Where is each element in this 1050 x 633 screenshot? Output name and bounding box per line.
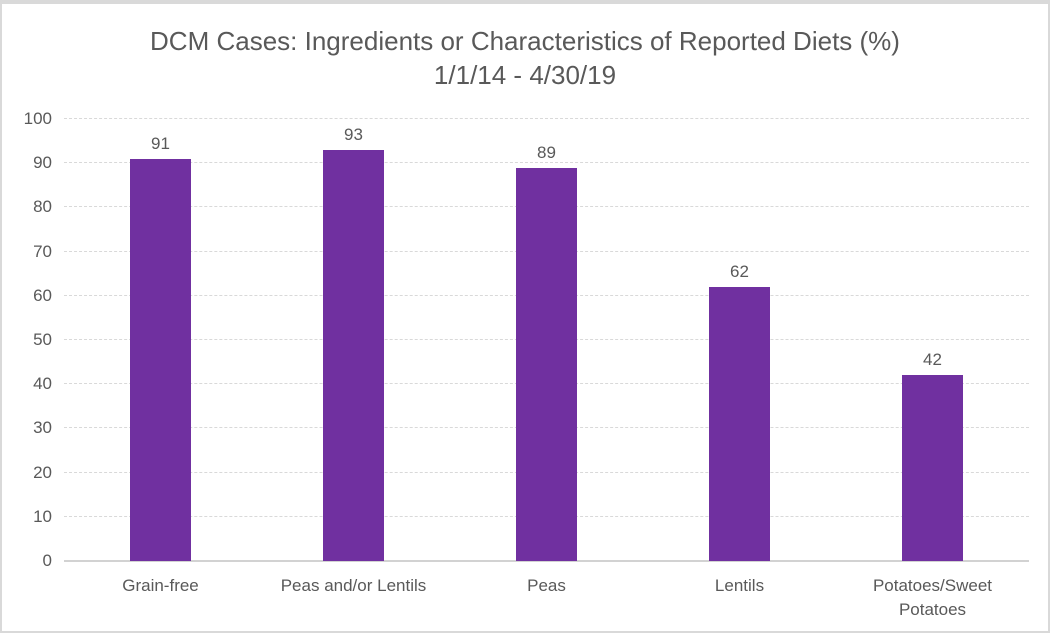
bar-value-label: 89 [537, 142, 556, 162]
y-tick-label: 10 [33, 506, 52, 526]
y-tick-label: 50 [33, 330, 52, 349]
bar [902, 375, 963, 561]
gridline [64, 118, 1029, 119]
chart-title-block: DCM Cases: Ingredients or Characteristic… [2, 24, 1048, 92]
y-tick-label: 40 [33, 374, 52, 394]
bar [709, 286, 770, 561]
bar-value-label: 62 [730, 261, 749, 281]
y-tick-label: 80 [33, 197, 52, 217]
y-tick-label: 60 [33, 285, 52, 305]
bar-value-label: 93 [344, 124, 363, 144]
bar-value-label: 42 [923, 350, 942, 370]
x-category-label: Grain-free [122, 576, 199, 595]
y-tick-label: 90 [33, 153, 52, 173]
x-category-label: Lentils [714, 576, 765, 595]
bar [130, 158, 191, 561]
x-axis-line [64, 560, 1029, 562]
y-tick-label: 0 [42, 551, 52, 570]
y-tick-label: 70 [33, 241, 52, 261]
y-tick-label: 20 [33, 462, 52, 482]
gridline [64, 162, 1029, 164]
bar [516, 167, 577, 561]
x-category-label: Potatoes/Sweet Potatoes [872, 576, 993, 619]
x-category-label: Peas and/or Lentils [280, 576, 427, 595]
bar-value-label: 91 [151, 133, 170, 153]
bar [323, 149, 384, 561]
plot-area: 91 93 89 62 42 [64, 118, 1029, 562]
chart-subtitle: 1/1/14 - 4/30/19 [433, 60, 617, 90]
chart-title: DCM Cases: Ingredients or Characteristic… [150, 26, 900, 56]
y-tick-label: 100 [23, 109, 52, 128]
x-category-label: Peas [527, 576, 566, 595]
y-tick-label: 30 [33, 418, 52, 438]
